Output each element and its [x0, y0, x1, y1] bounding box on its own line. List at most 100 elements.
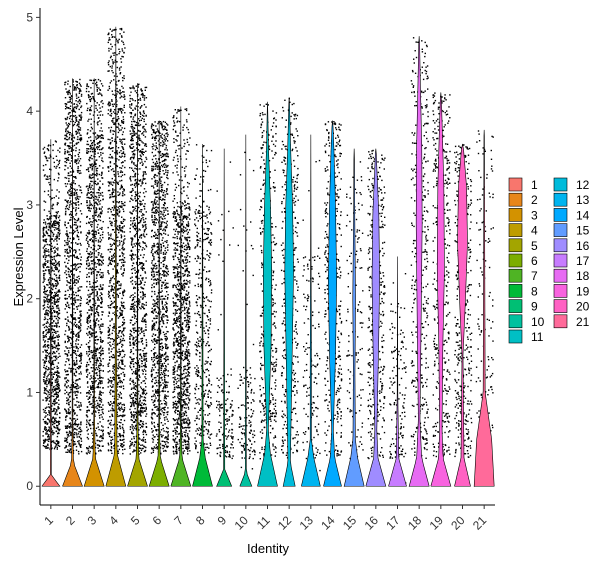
- data-point: [70, 270, 73, 272]
- data-point: [46, 383, 48, 386]
- data-point: [69, 190, 71, 193]
- data-point: [75, 264, 78, 266]
- data-point: [79, 88, 81, 90]
- data-point: [97, 426, 99, 428]
- data-point: [88, 364, 90, 366]
- data-point: [69, 406, 71, 408]
- data-point: [53, 398, 56, 401]
- data-point: [89, 345, 91, 348]
- data-point: [124, 201, 126, 204]
- data-point: [145, 150, 147, 152]
- data-point: [85, 239, 88, 241]
- data-point: [96, 358, 99, 361]
- data-point: [76, 308, 79, 310]
- data-point: [54, 266, 56, 269]
- data-point: [144, 272, 147, 274]
- data-point: [140, 254, 142, 256]
- data-point: [64, 249, 66, 251]
- data-point: [123, 261, 125, 263]
- data-point: [108, 105, 110, 107]
- data-point: [88, 90, 90, 93]
- data-point: [55, 430, 57, 433]
- data-point: [92, 151, 94, 153]
- data-point: [98, 411, 100, 414]
- data-point: [114, 112, 116, 115]
- data-point: [108, 156, 110, 159]
- data-point: [112, 277, 114, 279]
- data-point: [143, 208, 146, 210]
- data-point: [113, 54, 115, 56]
- data-point: [102, 404, 104, 406]
- data-point: [49, 300, 51, 303]
- data-point: [75, 227, 77, 229]
- data-point: [116, 306, 118, 308]
- data-point: [97, 338, 100, 341]
- data-point: [66, 204, 68, 207]
- data-point: [133, 228, 136, 230]
- data-point: [132, 146, 135, 148]
- data-point: [99, 440, 101, 443]
- data-point: [92, 248, 94, 251]
- data-point: [96, 170, 98, 172]
- data-point: [75, 159, 77, 161]
- data-point: [70, 186, 72, 188]
- data-point: [95, 219, 97, 221]
- data-point: [46, 289, 48, 292]
- data-point: [107, 444, 110, 446]
- data-point: [87, 428, 89, 431]
- data-point: [73, 436, 75, 439]
- data-point: [68, 214, 71, 216]
- data-point: [74, 114, 77, 117]
- data-point: [140, 281, 142, 283]
- data-point: [71, 149, 73, 151]
- data-point: [96, 399, 98, 402]
- data-point: [109, 222, 112, 225]
- data-point: [86, 102, 88, 105]
- data-point: [124, 290, 126, 292]
- data-point: [101, 177, 104, 179]
- data-point: [56, 347, 59, 350]
- data-point: [88, 359, 91, 361]
- data-point: [44, 397, 47, 399]
- data-point: [107, 64, 110, 66]
- data-point: [53, 422, 56, 425]
- data-point: [118, 211, 121, 214]
- data-point: [121, 361, 124, 363]
- data-point: [135, 227, 137, 230]
- data-point: [94, 149, 96, 152]
- data-point: [80, 446, 82, 448]
- data-point: [68, 259, 70, 262]
- data-point: [42, 229, 45, 231]
- data-point: [97, 223, 99, 226]
- data-point: [112, 365, 115, 367]
- data-point: [80, 134, 82, 137]
- data-point: [122, 423, 124, 426]
- data-point: [55, 214, 58, 216]
- data-point: [120, 110, 123, 113]
- data-point: [89, 232, 91, 234]
- data-point: [71, 182, 73, 184]
- data-point: [142, 247, 144, 249]
- data-point: [64, 161, 66, 163]
- data-point: [57, 282, 59, 284]
- data-point: [89, 295, 91, 297]
- data-point: [57, 394, 59, 397]
- data-point: [58, 162, 60, 164]
- data-point: [86, 248, 88, 250]
- data-point: [145, 321, 147, 323]
- data-point: [100, 376, 103, 379]
- data-point: [80, 119, 82, 121]
- data-point: [113, 402, 115, 404]
- data-point: [90, 164, 92, 166]
- data-point: [114, 94, 116, 96]
- data-point: [69, 232, 71, 234]
- data-point: [79, 360, 81, 362]
- data-point: [65, 88, 67, 90]
- data-point: [116, 411, 118, 414]
- data-point: [143, 388, 145, 390]
- data-point: [97, 214, 100, 216]
- data-point: [77, 294, 79, 297]
- data-point: [107, 342, 109, 344]
- data-point: [109, 376, 112, 379]
